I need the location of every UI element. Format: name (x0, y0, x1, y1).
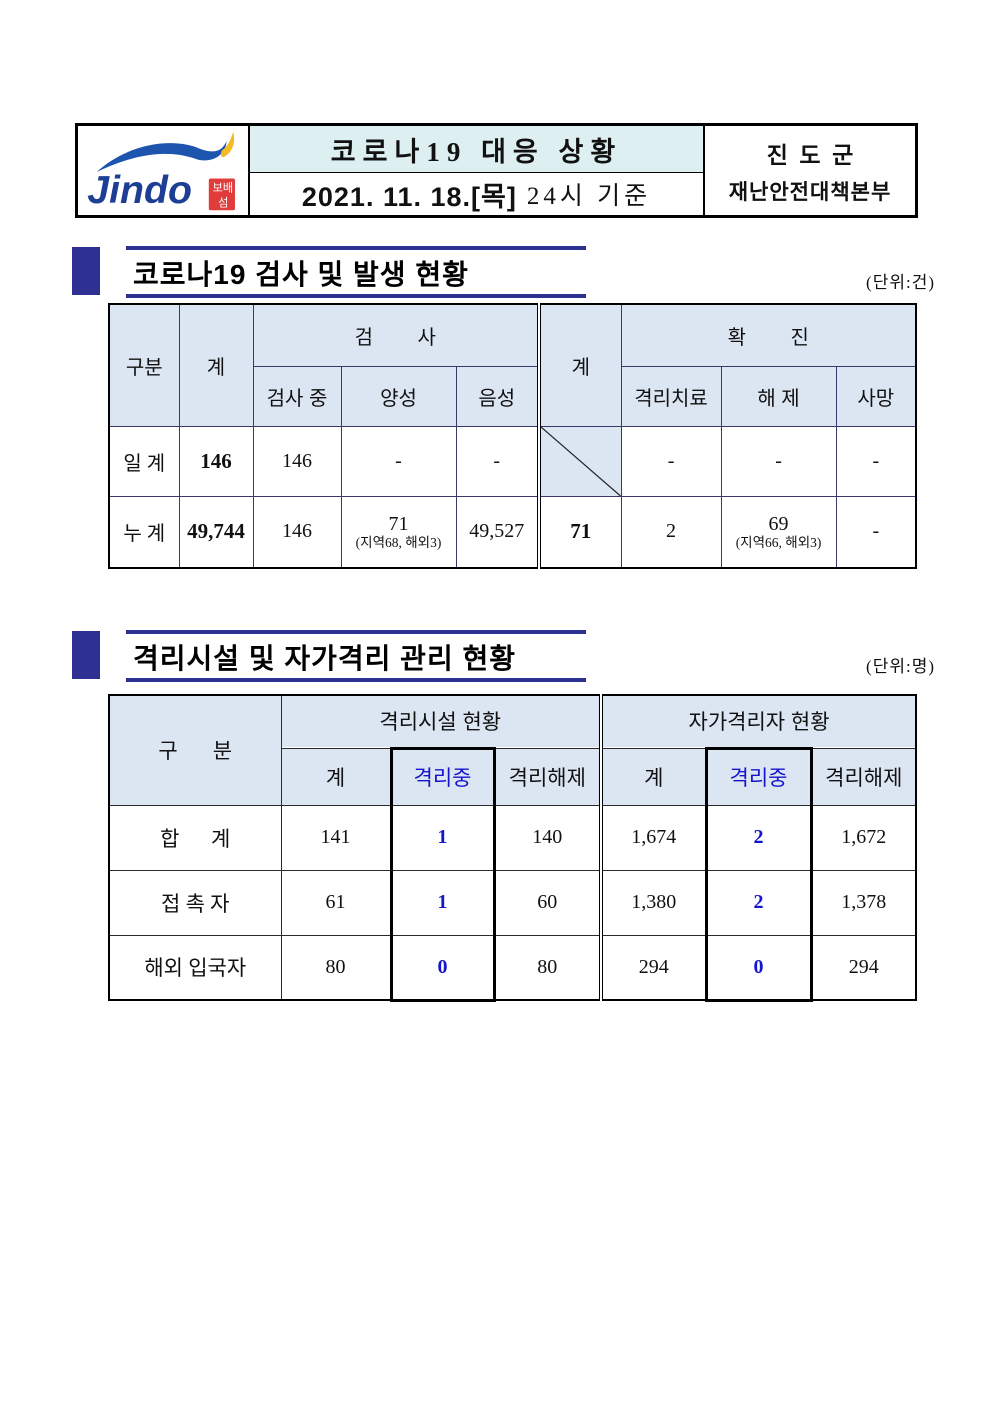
t2-row-overseas: 해외 입국자 80 0 80 294 0 294 (108, 934, 917, 1002)
t1-header-test-group: 검 사 (252, 303, 540, 367)
t2-overseas-s-active: 0 (704, 934, 813, 1002)
t2-total-f-active: 1 (389, 804, 496, 871)
t2-header-s-total: 계 (599, 747, 707, 806)
t1-daily-label: 일 계 (108, 425, 180, 497)
t2-total-s-total: 1,674 (599, 804, 707, 871)
seal-text-1: 보배 (213, 181, 234, 194)
logo-brand-text: Jindo (87, 167, 192, 211)
wave-tip-icon (220, 131, 235, 157)
t1-daily-released: - (720, 425, 837, 497)
header-org: 진 도 군 재난안전대책본부 (703, 126, 915, 215)
section1-overline (126, 246, 586, 250)
t2-total-s-released: 1,672 (810, 804, 917, 871)
section2-underline (126, 678, 586, 682)
t1-header-total2: 계 (537, 303, 622, 427)
t2-overseas-f-released: 80 (493, 934, 602, 1001)
t2-header-gubun: 구 분 (108, 694, 282, 806)
section1-unit-label: (단위:건) (866, 273, 935, 292)
t1-header-gubun: 구분 (108, 303, 180, 427)
t2-total-s-active: 2 (704, 804, 813, 871)
t1-cum-label: 누 계 (108, 495, 180, 569)
t2-contact-s-total: 1,380 (599, 869, 707, 936)
t1-header-confirm-group: 확 진 (620, 303, 917, 367)
t2-contact-s-active: 2 (704, 869, 813, 936)
t1-daily-positive: - (340, 425, 457, 497)
diagonal-slash-icon (541, 427, 621, 496)
t2-overseas-f-total: 80 (280, 934, 392, 1001)
t2-overseas-s-released: 294 (810, 934, 917, 1001)
t2-total-f-released: 140 (493, 804, 602, 871)
date-text: 2021. 11. 18.[목] (301, 181, 517, 212)
t2-header-s-active: 격리중 (704, 746, 813, 806)
t1-cum-treatment: 2 (620, 495, 722, 569)
t1-daily-testing: 146 (252, 425, 342, 497)
t1-row-daily: 일 계 146 146 - - - - - (108, 425, 917, 497)
t1-daily-death: - (835, 425, 917, 497)
header-center: 코로나19 대응 상황 2021. 11. 18.[목] 24시 기준 (250, 126, 703, 215)
t1-cum-confirmed: 71 (537, 495, 622, 569)
t2-overseas-f-active: 0 (389, 934, 496, 1002)
t1-cum-released-note: (지역66, 해외3) (735, 535, 822, 551)
t1-daily-confirmed-na (537, 425, 622, 497)
section1-bullet-square (72, 247, 100, 295)
jindo-logo-icon: Jindo 보배 섬 (87, 131, 235, 211)
t1-cum-released: 69 (지역66, 해외3) (720, 495, 837, 569)
t1-cum-positive-note: (지역68, 해외3) (355, 535, 442, 551)
t2-row-contact: 접 촉 자 61 1 60 1,380 2 1,378 (108, 869, 917, 936)
t1-header-treatment: 격리치료 (620, 365, 722, 427)
t2-contact-f-released: 60 (493, 869, 602, 936)
section2-bullet-square (72, 631, 100, 679)
section2-overline (126, 630, 586, 634)
t2-total-label: 합 계 (108, 804, 282, 871)
section1-title: 코로나19 검사 및 발생 현황 (133, 259, 469, 290)
t1-cum-testing: 146 (252, 495, 342, 569)
t2-overseas-label: 해외 입국자 (108, 934, 282, 1001)
org-name: 진 도 군 (766, 142, 854, 168)
t1-header-testing: 검사 중 (252, 365, 342, 427)
org-department: 재난안전대책본부 (728, 179, 892, 204)
t2-header-f-active: 격리중 (389, 746, 496, 806)
t2-header-self-group: 자가격리자 현황 (599, 694, 917, 749)
t1-daily-negative: - (455, 425, 540, 497)
date-basis-text: 24시 기준 (526, 183, 652, 210)
t2-contact-f-total: 61 (280, 869, 392, 936)
t1-header-negative: 음성 (455, 365, 540, 427)
t1-cum-released-value: 69 (768, 513, 789, 536)
t1-header-released: 해 제 (720, 365, 837, 427)
t1-header-total: 계 (178, 303, 254, 427)
wave-icon (96, 140, 227, 172)
t1-row-cumulative: 누 계 49,744 146 71 (지역68, 해외3) 49,527 71 … (108, 495, 917, 569)
test-status-table: 구분 계 검 사 계 확 진 검사 중 양성 음성 격리치료 해 제 사망 일 … (108, 303, 918, 569)
t1-header-death: 사망 (835, 365, 917, 427)
seal-icon: 보배 섬 (208, 177, 235, 210)
section2-title: 격리시설 및 자가격리 관리 현황 (133, 643, 516, 674)
logo-cell: Jindo 보배 섬 (78, 126, 250, 215)
t2-header-s-released: 격리해제 (810, 747, 917, 806)
quarantine-status-table: 구 분 격리시설 현황 자가격리자 현황 계 격리중 격리해제 계 격리중 격리… (108, 694, 918, 1002)
section1-underline (126, 294, 586, 298)
t1-cum-positive-value: 71 (388, 513, 409, 536)
t1-header-positive: 양성 (340, 365, 457, 427)
seal-text-2: 섬 (218, 196, 228, 209)
t2-header-facility-group: 격리시설 현황 (280, 694, 602, 749)
t2-contact-label: 접 촉 자 (108, 869, 282, 936)
t2-overseas-s-total: 294 (599, 934, 707, 1001)
t2-contact-f-active: 1 (389, 869, 496, 936)
t1-daily-total: 146 (178, 425, 254, 497)
t2-total-f-total: 141 (280, 804, 392, 871)
document-header: Jindo 보배 섬 코로나19 대응 상황 2021. 11. 18.[목] … (75, 123, 918, 218)
t1-cum-negative: 49,527 (455, 495, 540, 569)
document-title: 코로나19 대응 상황 (250, 126, 703, 173)
t1-cum-positive: 71 (지역68, 해외3) (340, 495, 457, 569)
t1-cum-total: 49,744 (178, 495, 254, 569)
t1-daily-treatment: - (620, 425, 722, 497)
section2-unit-label: (단위:명) (866, 657, 935, 676)
t2-row-total: 합 계 141 1 140 1,674 2 1,672 (108, 804, 917, 871)
t1-cum-death: - (835, 495, 917, 569)
t2-contact-s-released: 1,378 (810, 869, 917, 936)
document-date-row: 2021. 11. 18.[목] 24시 기준 (250, 173, 703, 215)
t2-header-f-released: 격리해제 (493, 747, 602, 806)
t2-header-f-total: 계 (280, 747, 392, 806)
